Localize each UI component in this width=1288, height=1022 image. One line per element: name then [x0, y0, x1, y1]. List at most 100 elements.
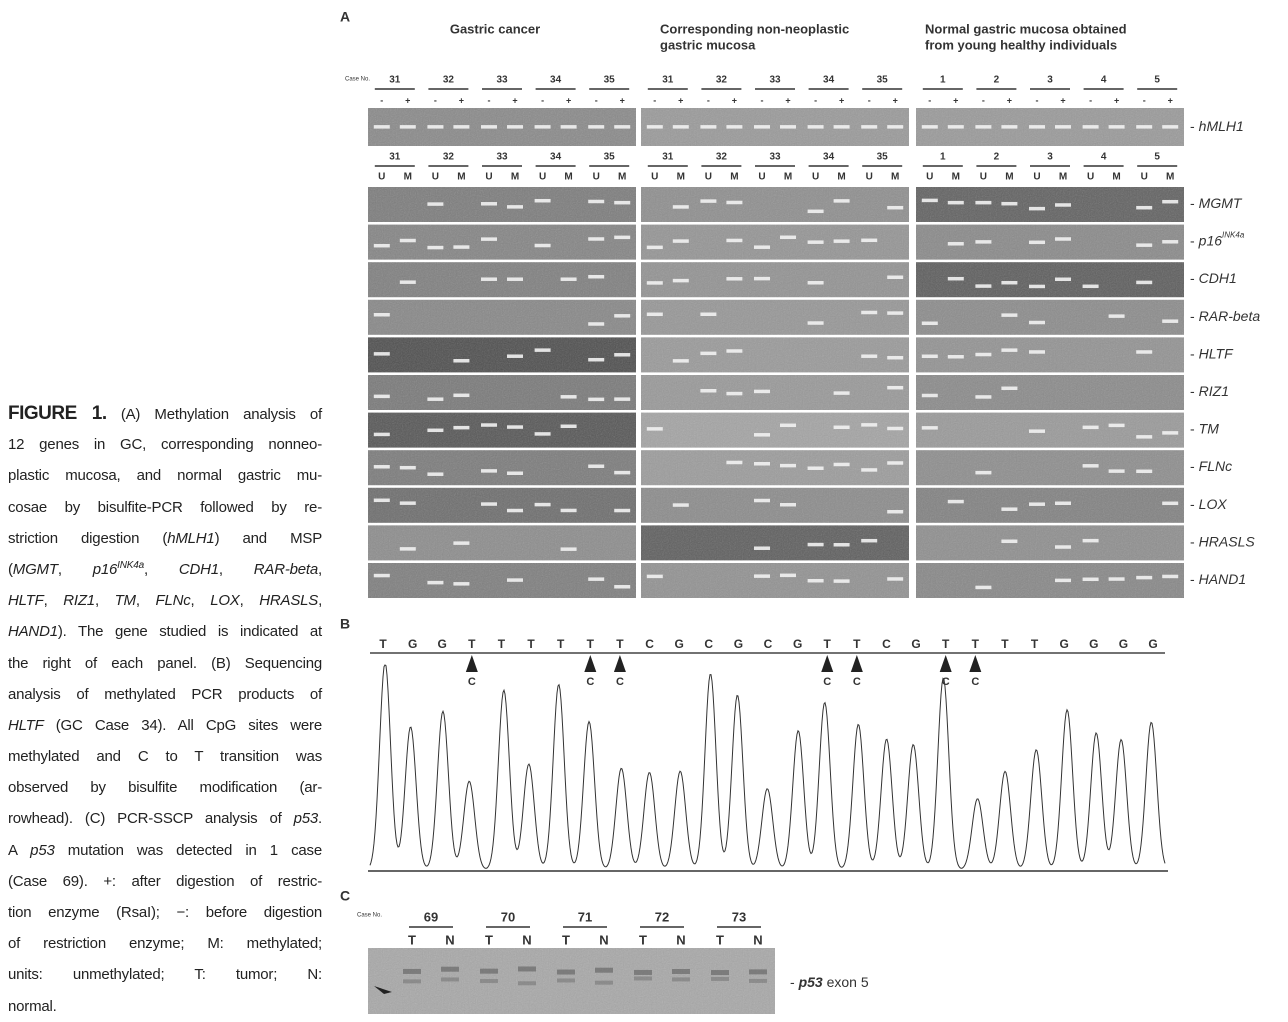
gene-label: -MGMT: [1190, 195, 1243, 211]
sequence-base: T: [942, 637, 950, 651]
caption-line: the right of each panel. (B) Sequencing: [8, 648, 322, 679]
gel-band: [507, 205, 523, 209]
gel-label-part: exon 5: [823, 974, 869, 990]
gel-band: [975, 353, 991, 357]
gel-band: [1001, 507, 1017, 511]
gel-band: [887, 311, 903, 315]
gene-label: -RIZ1: [1190, 383, 1229, 399]
gel-band: [507, 509, 523, 513]
gel-band: [1029, 350, 1045, 354]
gel-band: [427, 397, 443, 401]
lane-label: N: [753, 932, 762, 947]
gel-band: [780, 464, 796, 468]
lane-label: U: [485, 172, 492, 183]
gene-name: FLNc: [1199, 458, 1232, 474]
caption-text: CDH1: [179, 561, 219, 578]
lane-label: M: [891, 172, 899, 183]
gene-prefix: -: [1190, 420, 1195, 436]
lane-label: -: [1089, 95, 1092, 105]
gel-band: [1162, 200, 1178, 204]
caption-text: p16: [93, 561, 117, 578]
gel-band: [507, 425, 523, 429]
sequence-base: T: [616, 637, 624, 651]
gel-band: [427, 581, 443, 585]
caption-text: normal.: [8, 998, 57, 1015]
lane-label: -: [488, 95, 491, 105]
case-number: 34: [823, 75, 835, 86]
case-number: 31: [389, 152, 401, 163]
gel-band: [481, 423, 497, 427]
lane-label: -: [380, 95, 383, 105]
lane-label: +: [1114, 95, 1119, 105]
caption-text: p53: [30, 842, 54, 859]
gel-band: [535, 432, 551, 436]
gel-band: [588, 322, 604, 326]
lane-label: U: [1033, 172, 1040, 183]
arrowhead: [851, 655, 863, 672]
gel-band: [754, 546, 770, 550]
gel-band: [561, 509, 577, 513]
case-number: 31: [662, 152, 674, 163]
panel-label: B: [340, 616, 350, 632]
gel-band: [975, 201, 991, 205]
caption-text: tion enzyme (RsaI); −: before digestion: [8, 904, 322, 921]
lane-label: -: [595, 95, 598, 105]
case-number: 69: [424, 909, 438, 924]
lane-label: +: [1060, 95, 1065, 105]
gel-band: [557, 970, 575, 975]
gel-label-part: p53: [798, 974, 823, 990]
caption-line: of restriction enzyme; M: methylated;: [8, 928, 322, 959]
caption-text: ,: [318, 561, 322, 578]
gel-band: [834, 125, 850, 129]
case-number: 34: [550, 152, 562, 163]
caption-line: plastic mucosa, and normal gastric mu-: [8, 460, 322, 491]
gel-band: [887, 276, 903, 280]
caption-line: 12 genes in GC, corresponding nonneo-: [8, 429, 322, 460]
caption-line: HLTF (GC Case 34). All CpG sites were: [8, 710, 322, 741]
lane-label: M: [784, 172, 792, 183]
gel-band: [1001, 313, 1017, 317]
gel-band: [1109, 424, 1125, 428]
gel-band: [780, 574, 796, 578]
gene-label: -LOX: [1190, 496, 1227, 512]
gel-band: [374, 465, 390, 469]
gel-band: [711, 977, 729, 981]
lane-label: +: [1168, 95, 1173, 105]
gel-band: [453, 582, 469, 586]
gel-band: [1001, 540, 1017, 544]
gel-band: [535, 125, 551, 129]
gel-band: [975, 125, 991, 129]
gel-band: [400, 239, 416, 243]
gel-band: [726, 277, 742, 281]
lane-label: M: [1005, 172, 1013, 183]
case-label: Case No.: [345, 77, 370, 83]
caption-text: hMLH1: [167, 530, 214, 547]
gel-band: [1001, 387, 1017, 391]
gel-band: [749, 979, 767, 983]
gel-band: [861, 239, 877, 243]
caption-text: the right of each panel. (B) Sequencing: [8, 655, 322, 672]
gel-band: [1029, 321, 1045, 325]
gel-band: [561, 277, 577, 281]
lane-label: U: [812, 172, 819, 183]
caption-text: HLTF: [8, 717, 44, 734]
gel-band: [1136, 125, 1152, 129]
case-number: 35: [877, 75, 889, 86]
sequence-base: G: [1148, 637, 1157, 651]
gel-band: [427, 472, 443, 476]
case-number: 34: [823, 152, 835, 163]
gel-band: [808, 281, 824, 285]
gel-band: [427, 246, 443, 250]
lane-label: +: [459, 95, 464, 105]
caption-text: striction digestion (: [8, 530, 167, 547]
lane-label: +: [1007, 95, 1012, 105]
gel-label-part: -: [790, 974, 799, 990]
gene-prefix: -: [1190, 308, 1195, 324]
gel-band: [634, 976, 652, 980]
gel-band: [808, 125, 824, 129]
caption-text: HAND1: [8, 623, 58, 640]
gel-band: [1136, 243, 1152, 247]
gel-band: [808, 321, 824, 325]
caption-text: ). The gene studied is indicated at: [58, 623, 322, 640]
lane-label: U: [926, 172, 933, 183]
